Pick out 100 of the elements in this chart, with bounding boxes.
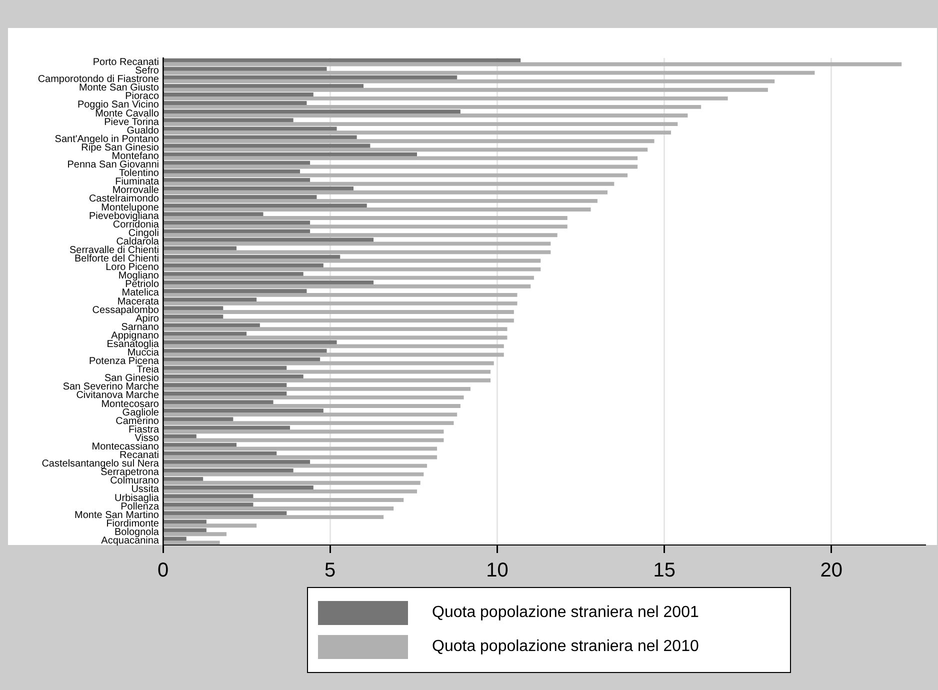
bar	[164, 114, 688, 118]
bar	[164, 284, 531, 288]
bar	[164, 476, 204, 481]
y-tick-label: Matelica	[122, 288, 160, 299]
y-tick-label: Apiro	[136, 313, 160, 324]
bar	[164, 520, 206, 524]
bar	[164, 446, 438, 451]
x-tick-label: 0	[157, 560, 169, 582]
bar	[164, 460, 310, 464]
bar	[164, 511, 287, 516]
bar	[164, 400, 274, 404]
y-tick-label: Cessapalombo	[92, 304, 160, 316]
bar	[164, 79, 775, 84]
bar	[164, 298, 257, 302]
y-tick-label: Pievebovigliana	[88, 210, 160, 222]
bar	[164, 220, 310, 225]
bar	[164, 169, 300, 174]
bar	[164, 84, 364, 88]
bar	[164, 250, 551, 254]
bar	[164, 323, 260, 328]
bar	[164, 139, 654, 144]
bar	[164, 366, 287, 370]
bar	[164, 178, 310, 182]
bar	[164, 96, 728, 100]
bar	[164, 486, 314, 490]
bar	[164, 426, 290, 430]
bar	[164, 130, 671, 135]
bar	[164, 314, 224, 319]
bar	[164, 306, 224, 310]
y-tick-label: Esanatoglia	[106, 338, 160, 350]
bar	[164, 126, 337, 131]
text: Quota popolazione straniera nel 2001	[432, 604, 699, 622]
bar	[164, 148, 648, 152]
bar	[164, 276, 534, 280]
bar	[164, 212, 264, 216]
bar	[164, 101, 307, 105]
bar	[164, 110, 460, 114]
bar	[164, 302, 518, 306]
bar	[164, 430, 444, 434]
bar	[164, 88, 768, 92]
y-tick-label: Visso	[134, 432, 160, 444]
bar	[164, 104, 702, 109]
y-tick-label: Gagliole	[122, 407, 160, 418]
bar	[164, 122, 678, 126]
y-tick-label: Castelsantangelo sul Nera	[42, 458, 160, 470]
bar	[164, 160, 310, 165]
bar	[164, 438, 444, 442]
bar	[164, 229, 310, 234]
bar	[164, 152, 417, 156]
bar	[164, 186, 354, 190]
bar	[164, 392, 287, 396]
bar	[164, 408, 324, 413]
text: Quota popolazione straniera nel 2010	[432, 638, 699, 656]
bar	[164, 263, 324, 268]
y-tick-label: Serrapetrona	[100, 467, 160, 478]
bar	[164, 344, 504, 348]
bar	[164, 327, 508, 332]
bar	[164, 524, 257, 528]
bar	[164, 242, 551, 246]
bar	[164, 451, 277, 456]
bar	[164, 224, 568, 229]
bar	[164, 383, 287, 387]
x-tick-label: 10	[486, 560, 508, 582]
bar	[164, 515, 384, 520]
bar	[164, 370, 491, 374]
y-tick-label: Acquacanina	[101, 535, 160, 546]
bar	[164, 267, 541, 272]
y-tick-label: Gualdo	[126, 125, 160, 136]
bar	[164, 233, 558, 238]
bar	[164, 374, 304, 378]
bar	[164, 92, 314, 96]
x-tick-label: 20	[820, 560, 843, 582]
bar	[164, 489, 417, 494]
bar	[164, 195, 317, 199]
y-tick-label: Urbisaglia	[114, 492, 160, 504]
bar	[164, 173, 628, 178]
x-tick-label: 5	[324, 560, 336, 582]
bar	[164, 506, 394, 510]
bar	[164, 182, 614, 186]
bar	[164, 272, 304, 276]
y-tick-label: Bolognola	[114, 526, 160, 538]
bar	[164, 502, 254, 507]
bar	[164, 404, 460, 408]
bar	[164, 464, 428, 468]
bar	[164, 468, 294, 472]
bar	[164, 75, 458, 80]
bar	[164, 494, 254, 498]
bar	[164, 292, 518, 297]
bar	[164, 216, 568, 220]
bar	[164, 118, 294, 122]
y-tick-label: Cingoli	[128, 228, 159, 239]
bar	[164, 280, 374, 284]
y-tick-label: Appignano	[111, 330, 160, 342]
bar	[164, 348, 327, 353]
bar	[164, 472, 424, 476]
bar	[164, 254, 340, 259]
bar	[164, 357, 320, 362]
bar	[164, 532, 226, 536]
bar	[164, 498, 404, 502]
bar	[164, 386, 470, 391]
